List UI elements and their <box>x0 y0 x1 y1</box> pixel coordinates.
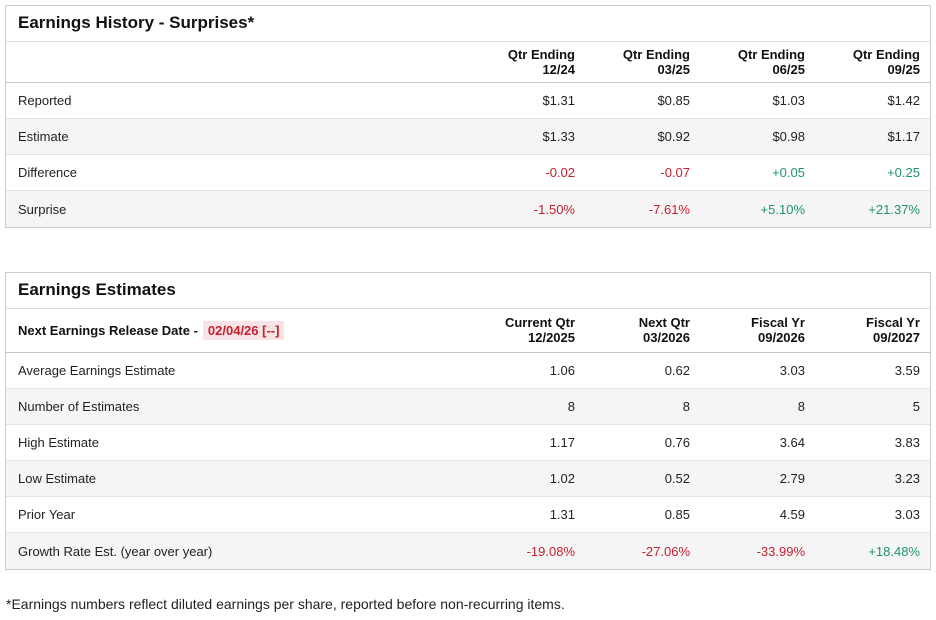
earnings-estimates-header-row: Next Earnings Release Date -02/04/26 [--… <box>6 309 930 353</box>
cell-value: 1.17 <box>549 435 575 450</box>
column-header-current-qtr: Current Qtr 12/2025 <box>504 315 575 345</box>
next-earnings-release-label: Next Earnings Release Date - <box>18 322 198 338</box>
cell-value: -19.08% <box>526 543 575 559</box>
cell-value: -33.99% <box>756 543 805 559</box>
column-header-qtr-0925: Qtr Ending 09/25 <box>852 47 920 77</box>
cell-value: +0.25 <box>887 165 920 180</box>
cell-value: 3.03 <box>894 507 920 522</box>
column-header-qtr-0325: Qtr Ending 03/25 <box>622 47 690 77</box>
cell-value: -0.07 <box>660 165 690 180</box>
row-number-of-estimates: Number of Estimates 8 8 8 5 <box>6 389 930 425</box>
cell-value: 4.59 <box>779 507 805 522</box>
cell-value: 2.79 <box>779 471 805 486</box>
cell-value: 3.59 <box>894 363 920 378</box>
cell-value: 8 <box>567 399 575 414</box>
table-spacer <box>5 228 931 272</box>
cell-value: 8 <box>797 399 805 414</box>
cell-value: 1.31 <box>549 507 575 522</box>
row-prior-year: Prior Year 1.31 0.85 4.59 3.03 <box>6 497 930 533</box>
cell-value: -27.06% <box>641 543 690 559</box>
cell-value: +21.37% <box>868 201 920 217</box>
earnings-footnote: *Earnings numbers reflect diluted earnin… <box>6 596 565 612</box>
row-label: Low Estimate <box>18 471 97 486</box>
row-surprise: Surprise -1.50% -7.61% +5.10% +21.37% <box>6 191 930 227</box>
next-earnings-release-date-link[interactable]: 02/04/26 [--] <box>202 320 285 340</box>
cell-value: $0.92 <box>657 129 690 144</box>
row-label: High Estimate <box>18 435 99 450</box>
earnings-history-header-row: Qtr Ending 12/24 Qtr Ending 03/25 Qtr En… <box>6 42 930 83</box>
cell-value: 0.76 <box>664 435 690 450</box>
row-label: Average Earnings Estimate <box>18 363 176 378</box>
row-label: Growth Rate Est. (year over year) <box>18 543 213 559</box>
row-label: Estimate <box>18 129 69 144</box>
row-label: Prior Year <box>18 507 76 522</box>
row-reported: Reported $1.31 $0.85 $1.03 $1.42 <box>6 83 930 119</box>
cell-value: -7.61% <box>648 201 690 217</box>
column-header-fiscal-yr-2027: Fiscal Yr 09/2027 <box>866 315 920 345</box>
column-header-qtr-1224: Qtr Ending 12/24 <box>507 47 575 77</box>
cell-value: 0.85 <box>664 507 690 522</box>
cell-value: 1.06 <box>549 363 575 378</box>
column-header-fiscal-yr-2026: Fiscal Yr 09/2026 <box>751 315 805 345</box>
cell-value: $1.42 <box>887 93 920 108</box>
row-label: Surprise <box>18 201 67 217</box>
cell-value: $1.33 <box>542 129 575 144</box>
column-header-next-qtr: Next Qtr 03/2026 <box>638 315 690 345</box>
cell-value: 5 <box>912 399 920 414</box>
cell-value: 8 <box>682 399 690 414</box>
cell-value: 1.02 <box>549 471 575 486</box>
cell-value: $1.17 <box>887 129 920 144</box>
row-low-estimate: Low Estimate 1.02 0.52 2.79 3.23 <box>6 461 930 497</box>
row-estimate: Estimate $1.33 $0.92 $0.98 $1.17 <box>6 119 930 155</box>
earnings-estimates-table: Earnings Estimates Next Earnings Release… <box>5 272 931 570</box>
cell-value: 0.62 <box>664 363 690 378</box>
earnings-history-title: Earnings History - Surprises* <box>6 6 930 42</box>
cell-value: $0.98 <box>772 129 805 144</box>
row-growth-rate-estimate: Growth Rate Est. (year over year) -19.08… <box>6 533 930 569</box>
cell-value: $1.31 <box>542 93 575 108</box>
row-label: Reported <box>18 93 72 108</box>
cell-value: -0.02 <box>545 165 575 180</box>
row-label: Number of Estimates <box>18 399 140 414</box>
cell-value: 0.52 <box>664 471 690 486</box>
row-label: Difference <box>18 165 78 180</box>
row-high-estimate: High Estimate 1.17 0.76 3.64 3.83 <box>6 425 930 461</box>
cell-value: +0.05 <box>772 165 805 180</box>
cell-value: 3.03 <box>779 363 805 378</box>
cell-value: 3.23 <box>894 471 920 486</box>
earnings-history-table: Earnings History - Surprises* Qtr Ending… <box>5 5 931 228</box>
cell-value: +18.48% <box>868 543 920 559</box>
cell-value: -1.50% <box>533 201 575 217</box>
cell-value: $1.03 <box>772 93 805 108</box>
cell-value: +5.10% <box>760 201 805 217</box>
cell-value: 3.64 <box>779 435 805 450</box>
next-earnings-release: Next Earnings Release Date -02/04/26 [--… <box>6 320 470 340</box>
column-header-qtr-0625: Qtr Ending 06/25 <box>737 47 805 77</box>
row-average-earnings-estimate: Average Earnings Estimate 1.06 0.62 3.03… <box>6 353 930 389</box>
cell-value: 3.83 <box>894 435 920 450</box>
row-difference: Difference -0.02 -0.07 +0.05 +0.25 <box>6 155 930 191</box>
earnings-estimates-title: Earnings Estimates <box>6 273 930 309</box>
cell-value: $0.85 <box>657 93 690 108</box>
